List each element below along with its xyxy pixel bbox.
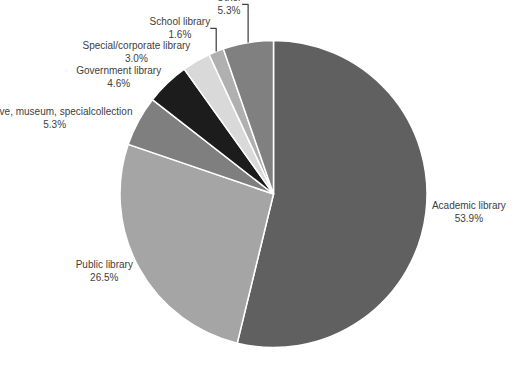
svg-text:Archive, museum, specialcollec: Archive, museum, specialcollection5.3% [0, 106, 132, 130]
svg-text:Academic library53.9%: Academic library53.9% [432, 200, 506, 224]
svg-text:Government library4.6%: Government library4.6% [76, 65, 161, 89]
svg-text:Other5.3%: Other5.3% [216, 0, 242, 16]
svg-text:Public library26.5%: Public library26.5% [76, 259, 133, 283]
svg-text:School library1.6%: School library1.6% [150, 16, 211, 40]
svg-text:Special/corporate library3.0%: Special/corporate library3.0% [83, 40, 191, 64]
